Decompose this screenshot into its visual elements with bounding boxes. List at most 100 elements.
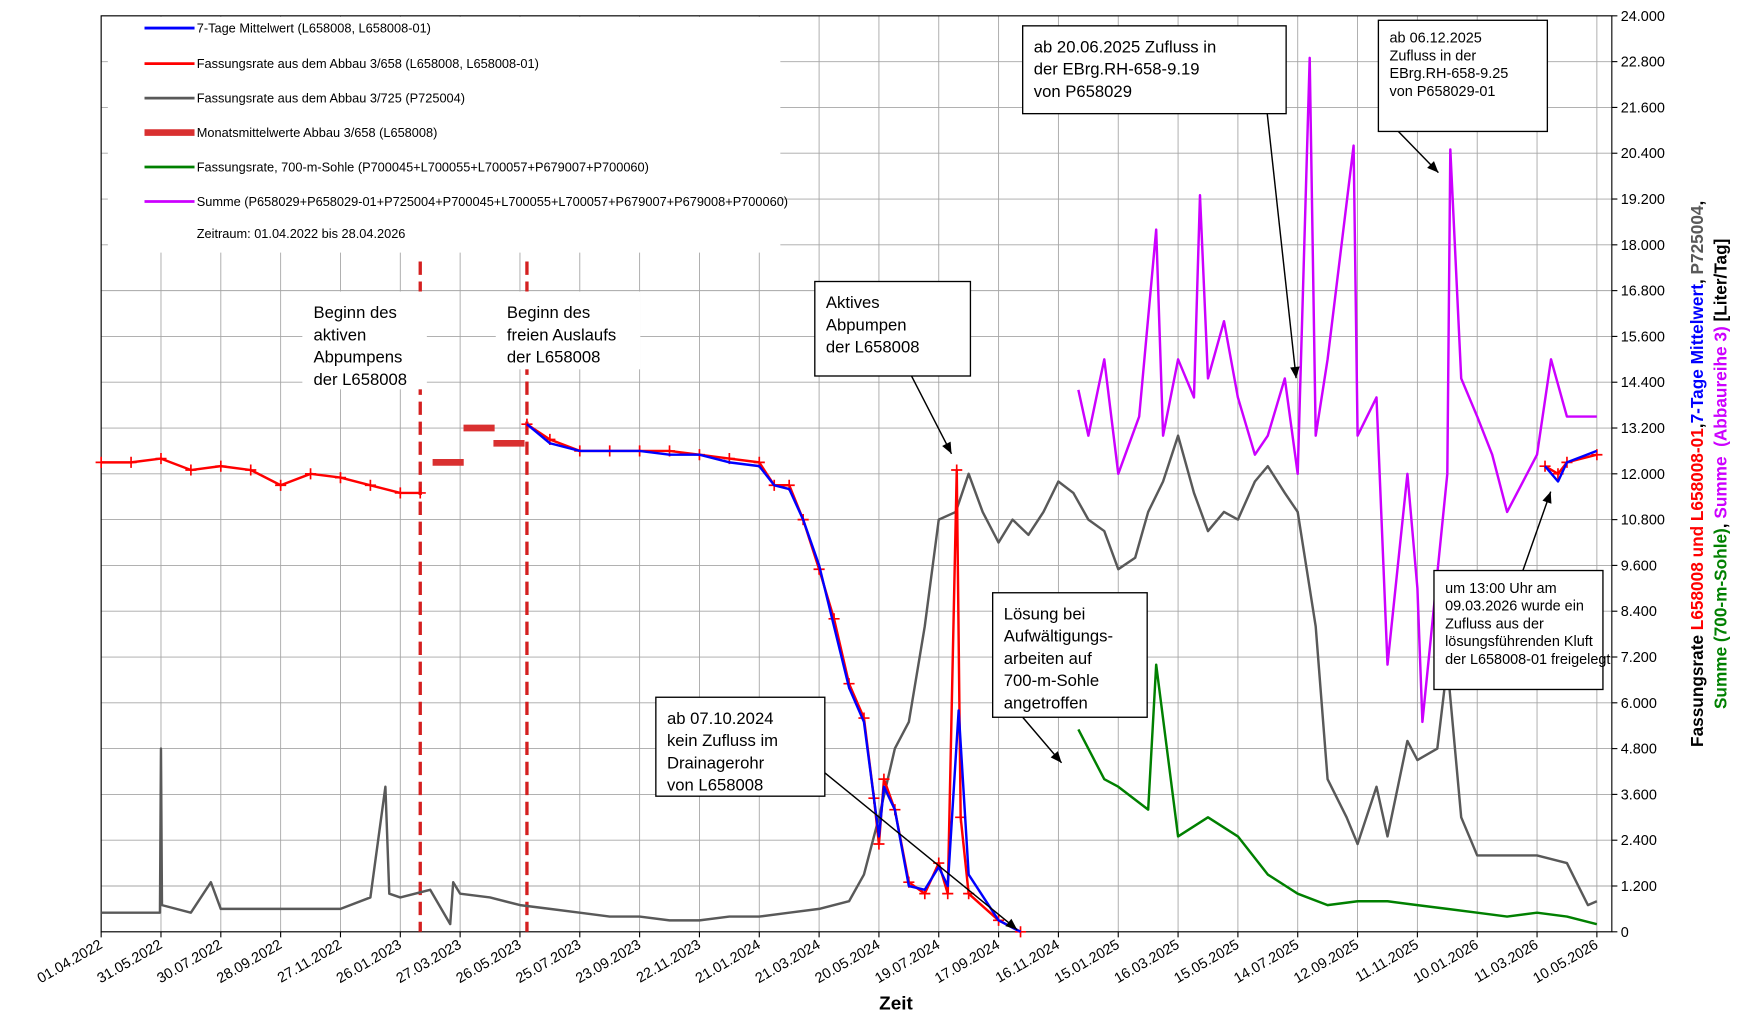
point-marker — [873, 838, 885, 850]
series-line — [1077, 663, 1598, 926]
point-marker — [364, 479, 376, 491]
legend-box — [107, 16, 781, 253]
series-line — [526, 423, 1598, 933]
y-tick-label: 19.200 — [1621, 192, 1665, 208]
annotation-line: Zufluss aus der — [1445, 616, 1544, 632]
annotation-text: Beginn des freien Auslaufs der L658008 — [507, 303, 616, 366]
annotation-line: EBrg.RH-658-9.25 — [1390, 66, 1509, 82]
y-axis-title-part: [Liter/Tag] — [1710, 239, 1730, 327]
annotation-line: Lösung bei — [1004, 604, 1086, 623]
point-marker — [185, 464, 197, 476]
annotation-line: angetroffen — [1004, 693, 1088, 712]
point-marker — [304, 468, 317, 480]
point-marker — [1591, 449, 1603, 461]
annotation-line: ab 20.06.2025 Zufluss in — [1034, 38, 1216, 57]
annotation-text: um 13:00 Uhr am 09.03.2026 wurde ein Zuflu… — [1445, 581, 1610, 668]
annotation-bg — [302, 291, 427, 390]
annotation-line: der L658008 — [507, 348, 601, 367]
annotation: Beginn des freien Auslaufs der L658008 — [495, 291, 641, 370]
annotation-line: Abpumpens — [313, 348, 402, 367]
arrow-head — [1050, 751, 1062, 763]
annotation-line: um 13:00 Uhr am — [1445, 581, 1557, 597]
point-marker — [878, 773, 890, 785]
y-axis-title-part: Summe (700-m-Sohle) — [1710, 528, 1730, 709]
annotation-line: kein Zufluss im — [667, 731, 778, 750]
annotation-line: Drainagerohr — [667, 753, 765, 772]
y-axis-title-part: , — [1687, 274, 1707, 284]
annotation: um 13:00 Uhr am 09.03.2026 wurde ein Zuflu… — [1433, 491, 1610, 691]
y-tick-label: 24.000 — [1621, 9, 1665, 25]
y-tick-label: 9.600 — [1621, 558, 1657, 574]
annotation-line: der EBrg.RH-658-9.19 — [1034, 60, 1200, 79]
point-marker — [394, 487, 406, 499]
series-line — [101, 434, 1598, 926]
annotation-text: Beginn des aktiven Abpumpens der L658008 — [313, 303, 407, 389]
y-tick-label: 1.200 — [1621, 879, 1657, 895]
y-tick-label: 6.000 — [1621, 696, 1657, 712]
legend-label: Fassungsrate aus dem Abbau 3/658 (L65800… — [197, 56, 539, 71]
annotation-box — [991, 592, 1148, 718]
annotation-line: der L658008 — [313, 370, 407, 389]
annotation-box — [1377, 19, 1549, 133]
annotation-arrow — [910, 375, 953, 455]
point-marker — [414, 487, 426, 499]
annotation-box — [1433, 569, 1604, 691]
annotation: ab 07.10.2024 kein Zufluss im Drainagerohr… — [655, 696, 1018, 931]
annotation-text: ab 07.10.2024 kein Zufluss im Drainagerohr… — [667, 709, 778, 795]
point-marker — [951, 464, 963, 476]
legend-note: Zeitraum: 01.04.2022 bis 28.04.2026 — [197, 226, 406, 241]
annotation-arrow — [824, 772, 1018, 931]
legend-label: Fassungsrate, 700-m-Sohle (P700045+L7000… — [197, 159, 649, 174]
y-tick-label: 20.400 — [1621, 146, 1665, 162]
legend-label: Fassungsrate aus dem Abbau 3/725 (P72500… — [197, 91, 465, 106]
y-axis-title-part: P725004 — [1687, 205, 1707, 274]
annotation-box — [814, 280, 972, 377]
annotation-line: aktiven — [313, 325, 366, 344]
point-marker — [155, 452, 167, 465]
y-tick-label: 22.800 — [1621, 55, 1665, 71]
annotation: Lösung bei Aufwältigungs-arbeiten auf 700-… — [991, 592, 1148, 764]
arrow-head — [1005, 918, 1018, 930]
annotation-text: ab 20.06.2025 Zufluss in der EBrg.RH-658-… — [1034, 38, 1216, 101]
y-axis-title-part: , — [1710, 519, 1730, 529]
annotation-line: ab 07.10.2024 — [667, 709, 774, 728]
annotation-line: freien Auslaufs — [507, 325, 616, 344]
annotation-bg — [495, 291, 641, 370]
y-tick-label: 13.200 — [1621, 421, 1665, 437]
y-axis-title: Summe (700-m-Sohle), Summe (Abbaureihe 3… — [1710, 239, 1730, 709]
point-marker — [334, 472, 347, 484]
x-axis-title: Zeit — [879, 994, 913, 1015]
legend-label: Summe (P658029+P658029-01+P725004+P70004… — [197, 194, 788, 209]
y-tick-label: 4.800 — [1621, 742, 1657, 758]
annotation-box — [1022, 25, 1287, 115]
annotation-arrow — [1522, 491, 1552, 571]
legend — [107, 16, 781, 253]
annotation-line: 09.03.2026 wurde ein — [1445, 599, 1584, 615]
y-axis-title-part: , — [1687, 201, 1707, 206]
y-tick-label: 2.400 — [1621, 833, 1657, 849]
y-tick-label: 12.000 — [1621, 467, 1665, 483]
point-marker — [245, 464, 257, 476]
y-tick-label: 7.200 — [1621, 650, 1657, 666]
annotation-line: Zufluss in der — [1390, 48, 1477, 64]
arrow-head — [1290, 366, 1300, 379]
annotation-line: lösungsführenden Kluft — [1445, 634, 1593, 650]
y-tick-label: 3.600 — [1621, 787, 1657, 803]
y-axis-title-part: 7-Tage Mittelwert — [1687, 284, 1707, 424]
annotation-line: Aktives — [826, 293, 880, 312]
annotation-line: Beginn des — [313, 303, 396, 322]
annotation-text: Lösung bei Aufwältigungs-arbeiten auf 700-… — [1004, 604, 1113, 712]
annotation-text: ab 06.12.2025 Zufluss in der EBrg.RH-658-9… — [1390, 31, 1509, 100]
point-marker — [125, 456, 137, 468]
arrow-head — [1542, 491, 1552, 504]
y-tick-label: 16.800 — [1621, 284, 1665, 300]
y-tick-label: 14.400 — [1621, 375, 1665, 391]
y-tick-label: 21.600 — [1621, 100, 1665, 116]
y-axis-title-part: , — [1687, 423, 1707, 428]
annotation: Aktives Abpumpen der L658008 — [814, 280, 972, 455]
annotation: Beginn des aktiven Abpumpens der L658008 — [302, 291, 427, 390]
y-axis-title: Fassungsrate L658008 und L658008-01,7-Ta… — [1687, 201, 1707, 747]
y-tick-label: 10.800 — [1621, 513, 1665, 529]
annotation-line: der L658008 — [826, 338, 920, 357]
